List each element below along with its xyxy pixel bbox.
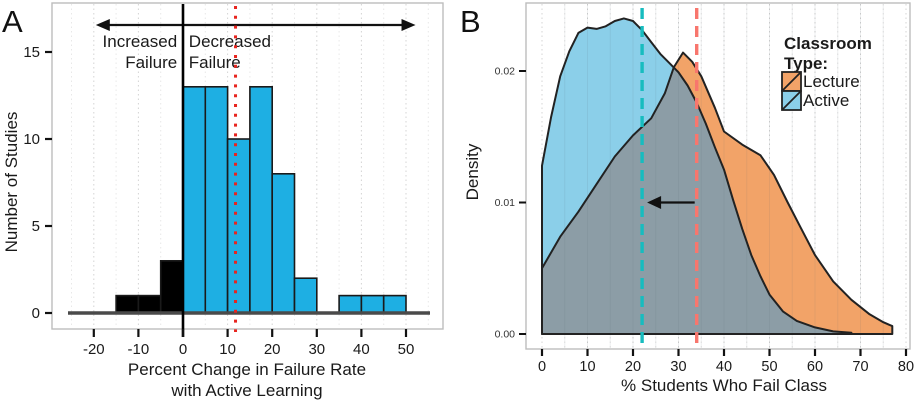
histogram-bar-decreased bbox=[360, 294, 385, 314]
panel-b-label: B bbox=[460, 4, 481, 39]
x-tick-label: 80 bbox=[898, 359, 914, 375]
legend-label-active: Active bbox=[803, 91, 849, 110]
x-tick-label: 20 bbox=[625, 359, 641, 375]
y-axis-title: Number of Studies bbox=[2, 112, 21, 253]
x-axis-title: % Students Who Fail Class bbox=[621, 376, 827, 395]
panel-b: B Classroom Type: Lecture Active 0.00 0.01 0.0… bbox=[458, 0, 916, 406]
annotation-decreased-failure: Failure bbox=[189, 53, 241, 72]
x-axis-title: with Active Learning bbox=[170, 381, 322, 400]
histogram-bar-increased bbox=[115, 294, 140, 314]
y-axis-title: Density bbox=[463, 143, 482, 200]
y-tick-label: 5 bbox=[32, 218, 40, 235]
y-tick-label: 10 bbox=[23, 131, 40, 148]
histogram-bar-increased bbox=[137, 294, 162, 314]
x-tick-label: -20 bbox=[83, 341, 105, 358]
annotation-increased: Increased bbox=[103, 32, 178, 51]
histogram-bar-decreased bbox=[338, 294, 363, 314]
x-tick-label: -10 bbox=[128, 341, 150, 358]
histogram-bar-increased bbox=[159, 259, 184, 314]
annotation-decreased: Decreased bbox=[189, 32, 271, 51]
legend-title: Classroom bbox=[784, 34, 872, 53]
density-outline-active bbox=[541, 17, 853, 335]
y-tick-label: 0.02 bbox=[495, 66, 516, 78]
x-tick-label: 50 bbox=[761, 359, 777, 375]
x-tick-label: 40 bbox=[353, 341, 370, 358]
panel-a-label: A bbox=[2, 4, 23, 39]
direction-arrow-head-left bbox=[95, 19, 110, 31]
x-tick-label: 10 bbox=[579, 359, 595, 375]
histogram-bar-decreased bbox=[226, 138, 251, 314]
x-tick-label: 30 bbox=[670, 359, 686, 375]
x-tick-label: 20 bbox=[264, 341, 281, 358]
panel-a-histogram-chart: Increased Failure Decreased Failure 0 5 10 15 -2… bbox=[2, 2, 444, 400]
histogram-bar-decreased bbox=[204, 86, 229, 314]
histogram-bar-decreased bbox=[293, 277, 318, 314]
y-tick-label: 15 bbox=[23, 44, 40, 61]
x-tick-label: 70 bbox=[852, 359, 868, 375]
x-tick-label: 0 bbox=[179, 341, 187, 358]
x-tick-label: 0 bbox=[538, 359, 546, 375]
legend-swatch-diagonal bbox=[781, 90, 802, 111]
histogram-bar-decreased bbox=[249, 86, 273, 314]
y-tick-label: 0 bbox=[32, 305, 40, 322]
x-tick-label: 60 bbox=[807, 359, 823, 375]
y-tick-label: 0.00 bbox=[495, 329, 516, 341]
histogram-bar-decreased bbox=[271, 173, 296, 314]
y-tick-label: 0.01 bbox=[495, 197, 516, 209]
legend-title: Type: bbox=[784, 54, 828, 73]
panel-a: A Increased Failure Decreased Failure 0 5 10 15… bbox=[2, 2, 444, 400]
direction-arrow-head-right bbox=[401, 19, 416, 31]
histogram-bar-decreased bbox=[182, 86, 207, 314]
shift-arrow-head bbox=[647, 196, 662, 209]
annotation-increased-failure: Failure bbox=[125, 53, 177, 72]
x-axis-title: Percent Change in Failure Rate bbox=[128, 360, 366, 379]
x-tick-label: 40 bbox=[716, 359, 732, 375]
density-area-overlap bbox=[542, 67, 852, 334]
histogram-bar-decreased bbox=[382, 294, 407, 314]
x-tick-label: 10 bbox=[219, 341, 236, 358]
x-tick-label: 50 bbox=[398, 341, 415, 358]
legend-swatch-diagonal bbox=[781, 71, 802, 92]
density-outline-lecture bbox=[541, 51, 894, 335]
legend-label-lecture: Lecture bbox=[803, 72, 860, 91]
x-tick-label: 30 bbox=[308, 341, 325, 358]
